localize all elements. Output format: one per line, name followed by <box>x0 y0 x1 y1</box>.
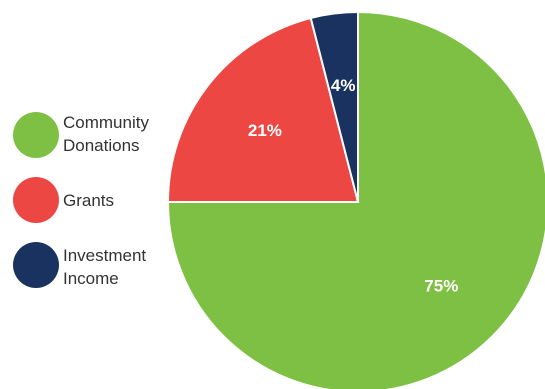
legend-swatch-community-donations <box>13 112 59 158</box>
legend-label-community-donations-line2: Donations <box>63 136 140 155</box>
legend-item-grants: Grants <box>13 177 114 223</box>
pie-slice-grants <box>166 16 360 203</box>
pie-slice-label-community-donations: 75% <box>424 276 458 295</box>
pie-slice-label-investment-income: 4% <box>331 76 356 95</box>
pie-slices <box>166 10 545 389</box>
legend-item-investment-income: Investment Income <box>13 242 146 288</box>
pie-slice-label-grants: 21% <box>248 121 282 140</box>
legend-label-grants: Grants <box>63 191 114 210</box>
pie-slice-investment-income <box>309 10 359 203</box>
legend-swatch-grants <box>13 177 59 223</box>
legend-item-community-donations: Community Donations <box>13 112 149 158</box>
legend: Community Donations Grants Investment In… <box>13 112 149 288</box>
legend-swatch-investment-income <box>13 242 59 288</box>
pie-slice-community-donations <box>166 10 545 389</box>
pie-slice-labels: 75% 21% 4% <box>248 76 458 295</box>
legend-label-community-donations-line1: Community <box>63 113 149 132</box>
legend-label-investment-income-line1: Investment <box>63 246 146 265</box>
legend-label-investment-income-line2: Income <box>63 269 119 288</box>
